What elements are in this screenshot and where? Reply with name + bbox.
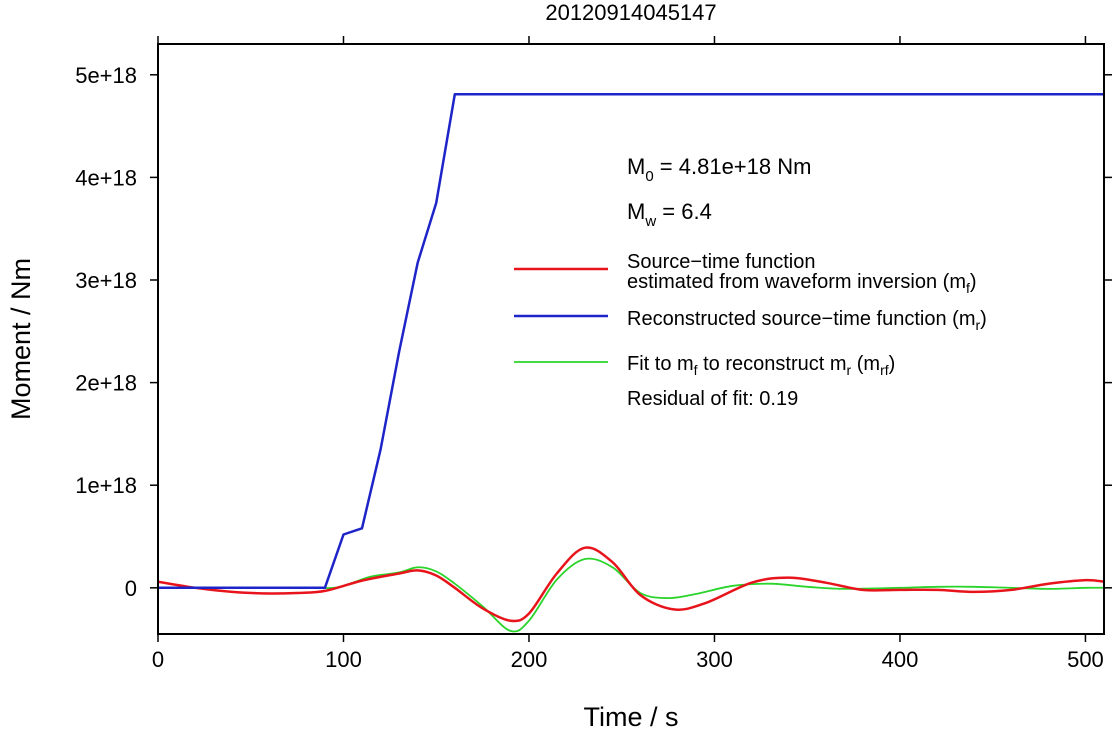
x-tick-label: 100: [325, 647, 362, 672]
y-axis-title: Moment / Nm: [6, 258, 36, 420]
m0-subscript: 0: [645, 168, 653, 185]
series-line-mf: [158, 546, 1104, 623]
mw-symbol: M: [627, 199, 645, 224]
residual-text: Residual of fit: 0.19: [627, 388, 798, 410]
legend-label-mf-line1: Source−time function: [627, 251, 815, 273]
mw-value: = 6.4: [656, 199, 712, 224]
y-tick-label: 3e+18: [75, 268, 137, 293]
annotation-mw: Mw = 6.4: [627, 199, 712, 230]
legend-label-mrf: Fit to mf to reconstruct mr (mrf): [627, 353, 895, 378]
mw-subscript: w: [644, 213, 656, 230]
svg-text:Mw = 6.4: Mw = 6.4: [627, 199, 712, 230]
y-axis: 0 1e+18 2e+18 3e+18 4e+18 5e+18: [75, 63, 1112, 601]
series-layer: [158, 93, 1104, 633]
x-tick-label: 0: [152, 647, 164, 672]
x-tick-label: 300: [696, 647, 733, 672]
legend: Source−time function estimated from wave…: [514, 251, 987, 410]
y-tick-label: 2e+18: [75, 371, 137, 396]
y-tick-label: 5e+18: [75, 63, 137, 88]
x-tick-label: 200: [511, 647, 548, 672]
svg-text:M0 = 4.81e+18 Nm: M0 = 4.81e+18 Nm: [627, 154, 811, 185]
x-axis: 0 100 200 300 400 500: [152, 36, 1104, 672]
x-tick-label: 500: [1067, 647, 1104, 672]
m0-symbol: M: [627, 154, 645, 179]
m0-value: = 4.81e+18 Nm: [654, 154, 812, 179]
y-tick-label: 0: [125, 576, 137, 601]
plot-frame: [157, 43, 1105, 635]
legend-label-mf-line2: estimated from waveform inversion (mf): [627, 271, 977, 296]
x-axis-title: Time / s: [583, 702, 678, 732]
annotation-m0: M0 = 4.81e+18 Nm: [627, 154, 811, 185]
y-tick-label: 1e+18: [75, 473, 137, 498]
series-line-mr: [158, 93, 1104, 590]
x-tick-label: 400: [882, 647, 919, 672]
chart-title: 20120914045147: [545, 0, 716, 25]
legend-label-mr: Reconstructed source−time function (mr): [627, 308, 987, 333]
y-tick-label: 4e+18: [75, 165, 137, 190]
series-line-mrf: [158, 557, 1104, 633]
